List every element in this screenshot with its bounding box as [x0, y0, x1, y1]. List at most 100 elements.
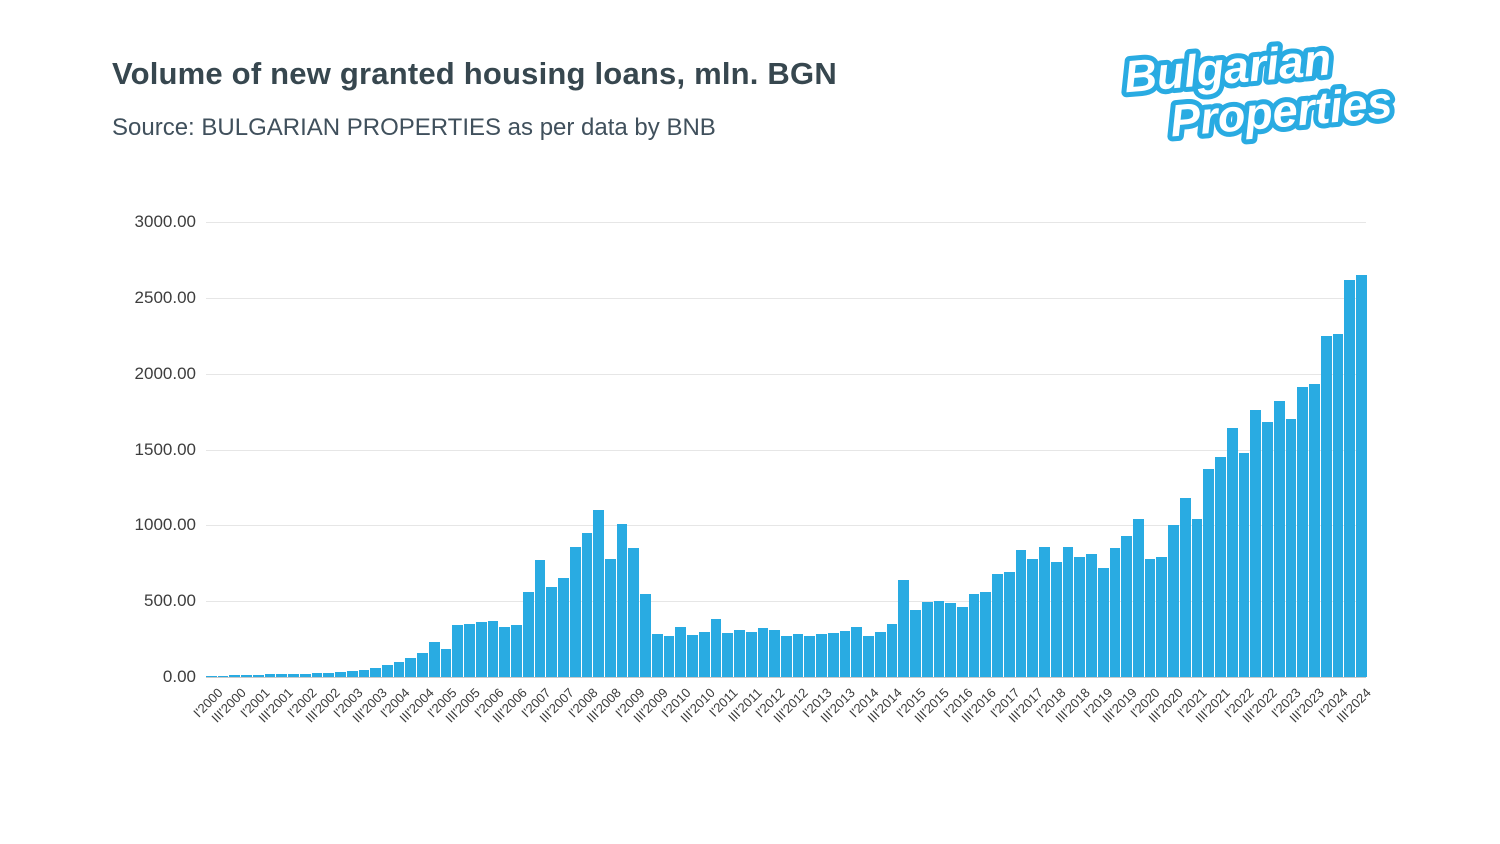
bar	[992, 573, 1003, 677]
bar	[1039, 546, 1050, 677]
bar	[206, 675, 217, 677]
gridline	[206, 297, 1366, 299]
bar	[651, 634, 663, 677]
bar	[957, 607, 968, 677]
bar	[628, 548, 640, 677]
bar	[1226, 428, 1238, 677]
bar	[323, 672, 335, 677]
bar	[487, 620, 499, 677]
bar	[827, 632, 839, 677]
y-tick-label: 2000.00	[134, 363, 196, 383]
bulgarian-properties-logo: Bulgarian Properties	[1117, 32, 1399, 150]
y-axis: 0.00 500.00 1000.00 1500.00 2000.00 2500.00 30…	[120, 212, 196, 686]
gridline	[206, 449, 1366, 451]
bar	[675, 627, 687, 677]
bar	[241, 674, 252, 677]
bar	[851, 627, 863, 677]
bar	[428, 641, 440, 677]
page-title: Volume of new granted housing loans, mln…	[112, 56, 837, 91]
bar	[511, 624, 522, 677]
bar	[346, 671, 358, 677]
bar	[1003, 572, 1015, 677]
bar	[475, 622, 487, 677]
gridline	[206, 373, 1366, 375]
bar	[1168, 525, 1179, 677]
bar	[722, 632, 734, 677]
gridline	[206, 222, 1366, 223]
y-tick-label: 500.00	[144, 591, 196, 611]
bar	[1086, 554, 1097, 677]
bar	[370, 667, 382, 677]
y-tick-label: 1000.00	[134, 515, 196, 535]
bar	[1015, 549, 1027, 677]
bar	[710, 619, 722, 677]
gridline	[206, 677, 1366, 678]
bar	[382, 665, 393, 677]
bar	[921, 602, 933, 677]
bar	[288, 673, 299, 677]
bar	[1297, 387, 1309, 677]
bar	[640, 593, 651, 677]
bar	[581, 532, 593, 677]
bar	[1074, 557, 1086, 677]
bar	[311, 673, 323, 677]
x-axis: I'2000 III'2000 I'2001 III'2001 I'2002 III'20…	[190, 681, 1374, 766]
bar	[546, 587, 558, 677]
bar	[1203, 469, 1215, 677]
y-tick-label: 0.00	[162, 667, 196, 686]
bar	[558, 577, 569, 677]
y-tick-label: 1500.00	[134, 439, 196, 459]
bar	[1332, 334, 1344, 677]
bar-series	[206, 222, 1367, 677]
bar	[335, 671, 346, 677]
bar	[898, 579, 910, 677]
bar	[569, 546, 581, 677]
bar	[1027, 558, 1039, 677]
bar	[1133, 519, 1144, 677]
bar	[417, 653, 428, 677]
bar	[464, 623, 475, 677]
gridline	[206, 601, 1366, 603]
bar	[687, 634, 698, 677]
bar	[874, 631, 886, 677]
bar	[804, 636, 816, 677]
bar	[757, 628, 769, 677]
bar	[299, 673, 311, 677]
bar	[534, 559, 546, 677]
bar	[839, 631, 851, 677]
bar	[393, 661, 405, 677]
gridline	[206, 525, 1366, 527]
bar	[816, 633, 827, 677]
bar	[886, 623, 898, 677]
bar	[616, 523, 628, 677]
bar	[863, 636, 874, 677]
bar	[1050, 561, 1062, 677]
bar	[252, 674, 264, 677]
bar	[1309, 384, 1320, 677]
bar	[1344, 279, 1355, 677]
bar	[1097, 567, 1109, 677]
bar	[933, 601, 945, 677]
bar	[1144, 558, 1156, 677]
bar	[358, 669, 370, 677]
bar	[593, 510, 604, 677]
y-tick-label: 3000.00	[134, 212, 196, 231]
chart-source: Source: BULGARIAN PROPERTIES as per data…	[112, 114, 716, 141]
bar	[604, 558, 616, 677]
bar	[1179, 498, 1191, 677]
bar	[980, 592, 992, 677]
bar	[499, 626, 511, 677]
bar	[276, 674, 288, 677]
bar	[1156, 557, 1168, 677]
bar	[734, 629, 745, 677]
bar	[1109, 548, 1121, 677]
bar	[1285, 419, 1297, 677]
y-tick-label: 2500.00	[134, 287, 196, 307]
bar	[1215, 457, 1226, 677]
bar	[945, 603, 956, 677]
bar	[769, 629, 780, 677]
bar	[1238, 452, 1250, 677]
bar	[663, 635, 675, 677]
bar	[1273, 401, 1285, 677]
bar	[1121, 535, 1133, 677]
